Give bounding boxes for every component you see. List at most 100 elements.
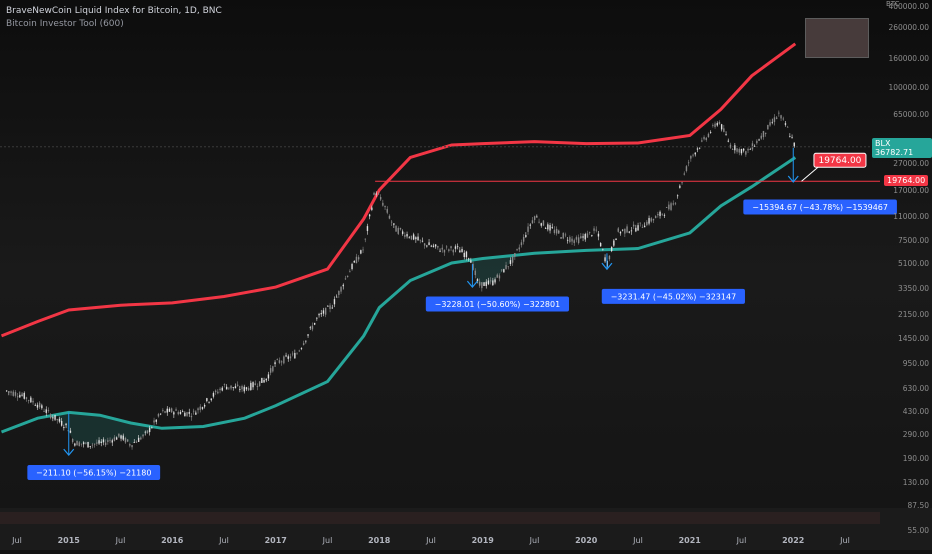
candle-body (113, 437, 116, 441)
candle-body (179, 411, 182, 414)
candle-body (360, 250, 362, 254)
candle-body (338, 290, 340, 295)
drawdown-label-text-4[interactable]: −15394.67 (−43.78%) −1539467 (752, 203, 888, 212)
x-axis-scroll-band[interactable] (0, 512, 880, 524)
x-tick-label: 2018 (368, 536, 391, 545)
candle-body (595, 229, 597, 231)
y-axis-unit: BTC (886, 0, 900, 8)
x-tick-label: 2022 (782, 536, 804, 545)
candle-body (118, 433, 120, 437)
candle-body (707, 133, 710, 138)
candle-body (432, 245, 435, 247)
candle-body (665, 207, 668, 209)
candle-body (483, 282, 485, 286)
candle-body (767, 124, 769, 130)
candle-body (331, 307, 333, 309)
drawdown-arrow-head-2 (466, 280, 478, 289)
candle-body (659, 211, 661, 216)
candle-body (496, 274, 498, 278)
candle-body (588, 231, 591, 233)
candle-body (604, 257, 606, 262)
drawdown-label-box-2[interactable] (425, 296, 570, 312)
candle-body (155, 419, 157, 422)
x-tick-label: Jul (736, 536, 747, 545)
drawdown-label-box-1[interactable] (27, 465, 161, 481)
candle-body (465, 251, 468, 258)
candle-body (621, 229, 624, 231)
candle-body (241, 385, 243, 390)
candle-body (617, 228, 619, 232)
candle-body (261, 377, 263, 383)
candle-body (478, 281, 481, 286)
candle-body (30, 397, 32, 403)
candle-body (498, 275, 501, 279)
candle-body (551, 227, 553, 229)
candle-body (151, 427, 153, 429)
candle-body (648, 218, 650, 224)
candle-body (289, 356, 292, 359)
candle-body (547, 224, 549, 230)
candle-body (474, 270, 476, 276)
candle-body (188, 412, 190, 414)
candle-body (698, 147, 701, 149)
candle-body (507, 266, 509, 268)
logo-watermark (805, 18, 869, 58)
candle-body (126, 439, 129, 442)
candle-body (54, 414, 56, 420)
candle-body (630, 230, 633, 232)
candle-body (52, 417, 54, 419)
candle-body (406, 234, 408, 237)
candle-body (318, 314, 320, 316)
y-tick-label: 430.00 (903, 407, 929, 416)
candle-body (82, 442, 85, 445)
candle-body (540, 223, 542, 226)
candle-body (184, 412, 186, 417)
y-tick-label: 3350.00 (898, 284, 929, 293)
candle-body (208, 401, 210, 403)
candle-body (745, 151, 747, 155)
indicator-label[interactable]: Bitcoin Investor Tool (600) (6, 19, 124, 29)
x-tick-label: 2015 (58, 536, 81, 545)
candle-body (520, 242, 523, 246)
drawdown-arrow-head-1 (63, 448, 75, 457)
drawdown-label-text-2[interactable]: −3228.01 (−50.60%) −322801 (435, 300, 561, 309)
candle-body (439, 250, 441, 252)
candle-body (346, 275, 349, 278)
candle-body (58, 418, 61, 422)
y-tick-label: 130.00 (903, 478, 929, 487)
candle-body (195, 412, 197, 415)
candle-body (333, 299, 336, 305)
candle-body (740, 149, 743, 154)
candle-body (263, 379, 265, 383)
candle-body (144, 431, 146, 433)
candle-body (316, 317, 318, 319)
y-tick-label: 87.50 (908, 501, 930, 510)
drawdown-label-text-3[interactable]: −3231.47 (−45.02%) −323147 (611, 292, 737, 301)
candle-body (470, 260, 472, 263)
candle-body (408, 237, 410, 239)
candle-body (148, 427, 151, 433)
drawdown-label-text-1[interactable]: −211.10 (−56.15%) −21180 (36, 469, 151, 478)
candle-body (586, 233, 589, 238)
candle-body (375, 193, 377, 195)
chart-title: BraveNewCoin Liquid Index for Bitcoin, 1… (6, 6, 222, 16)
y-tick-label: 950.00 (903, 359, 929, 368)
candle-body (663, 214, 666, 216)
candle-body (582, 236, 584, 238)
candle-body (558, 231, 560, 233)
candle-body (56, 419, 58, 421)
candle-body (426, 245, 428, 247)
drawdown-label-box-4[interactable] (743, 199, 897, 215)
candle-body (41, 405, 43, 409)
drawdown-label-box-3[interactable] (601, 288, 745, 304)
candle-body (476, 279, 479, 282)
candle-body (87, 441, 89, 448)
candle-body (111, 440, 113, 443)
y-tick-label: 260000.00 (888, 23, 929, 32)
candle-body (124, 437, 127, 443)
candle-body (569, 237, 571, 243)
candle-body (560, 237, 562, 239)
candle-body (351, 263, 353, 270)
